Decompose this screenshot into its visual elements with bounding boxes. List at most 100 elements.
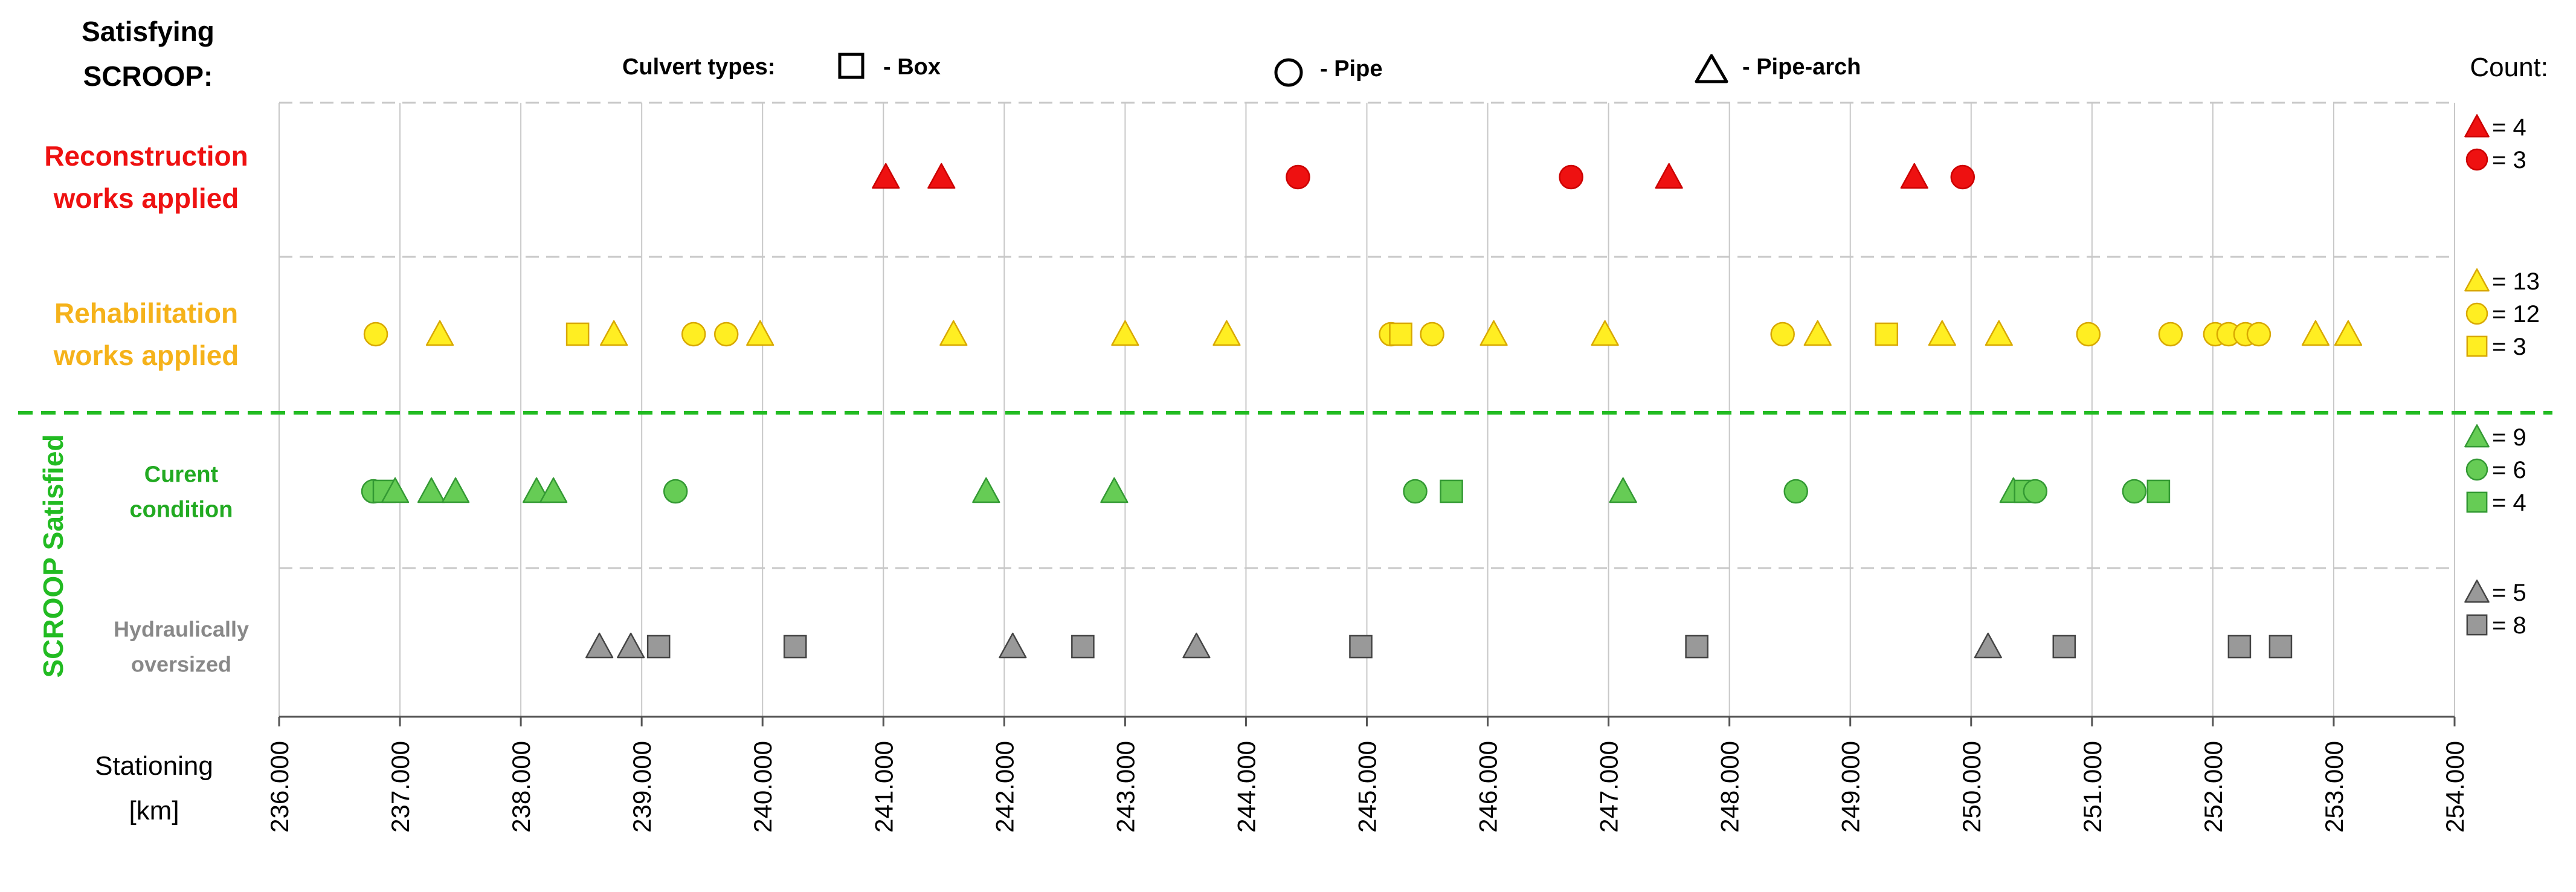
point-rehabilitation-pipe-arch — [1480, 320, 1508, 346]
satisfying-label-line1: Satisfying — [82, 16, 214, 47]
row-label-rehabilitation: works applied — [53, 340, 239, 371]
point-current-pipe-arch — [417, 477, 446, 503]
point-rehabilitation-pipe — [2076, 322, 2101, 347]
point-rehabilitation-pipe — [713, 322, 739, 347]
point-reconstruction-pipe — [1286, 164, 1310, 190]
point-rehabilitation-pipe — [363, 322, 388, 347]
point-rehabilitation-pipe-arch — [425, 320, 454, 346]
row-label-oversized: oversized — [131, 652, 231, 677]
header: Satisfying SCROOP: Culvert types: - Box … — [82, 16, 2548, 92]
pipe-legend-icon — [1274, 58, 1303, 87]
count-label-rehabilitation-pipe-arch: = 13 — [2492, 268, 2540, 295]
row-label-current: Curent — [144, 462, 219, 487]
point-oversized-box — [2268, 635, 2293, 659]
box-legend-label: - Box — [883, 54, 941, 80]
x-tick-label: 244.000 — [1232, 741, 1260, 833]
count-icon-reconstruction-pipe — [2465, 148, 2488, 171]
point-current-box — [1440, 479, 1463, 503]
point-rehabilitation-pipe-arch — [1591, 320, 1619, 346]
x-tick-label: 238.000 — [507, 741, 535, 833]
x-tick-label: 237.000 — [386, 741, 414, 833]
x-tick-label: 247.000 — [1595, 741, 1623, 833]
count-label-reconstruction-pipe-arch: = 4 — [2492, 114, 2526, 141]
row-label-reconstruction: works applied — [53, 183, 239, 214]
x-tick-label: 252.000 — [2199, 741, 2227, 833]
point-rehabilitation-pipe-arch — [1111, 320, 1139, 346]
count-icon-oversized-box — [2466, 614, 2488, 636]
gridlines — [279, 102, 2455, 717]
point-rehabilitation-box — [565, 322, 590, 346]
row-label-oversized: Hydraulically — [114, 617, 249, 642]
scroop-satisfied-label: SCROOP Satisfied — [37, 434, 69, 677]
count-icon-current-box — [2466, 491, 2488, 513]
point-rehabilitation-pipe — [2158, 322, 2183, 347]
culvert-types-label: Culvert types: — [622, 54, 775, 80]
count-label: Count: — [2470, 53, 2548, 82]
row-label-rehabilitation: Rehabilitation — [54, 297, 238, 329]
point-oversized-box — [2052, 635, 2076, 659]
count-label-oversized-pipe-arch: = 5 — [2492, 580, 2526, 606]
x-tick-label: 236.000 — [265, 741, 294, 833]
x-tick-label: 245.000 — [1353, 741, 1382, 833]
x-tick-label: 250.000 — [1957, 741, 1986, 833]
pipe-arch-legend-label: - Pipe-arch — [1742, 54, 1861, 80]
point-rehabilitation-pipe-arch — [2301, 320, 2330, 346]
point-current-pipe — [2023, 479, 2048, 504]
point-oversized-box — [1349, 635, 1373, 659]
point-oversized-pipe-arch — [1974, 632, 2002, 659]
count-icon-current-pipe — [2465, 458, 2488, 481]
point-rehabilitation-pipe — [1770, 322, 1795, 347]
point-oversized-pipe-arch — [617, 632, 645, 659]
satisfying-label-line2: SCROOP: — [83, 60, 213, 92]
point-current-pipe — [1403, 479, 1428, 504]
count-label-rehabilitation-box: = 3 — [2492, 334, 2526, 360]
point-rehabilitation-pipe-arch — [1928, 320, 1956, 346]
row-label-reconstruction: Reconstruction — [44, 140, 248, 172]
point-rehabilitation-pipe-arch — [600, 320, 628, 346]
x-tick-label: 240.000 — [749, 741, 777, 833]
count-label-oversized-box: = 8 — [2492, 612, 2526, 639]
x-tick-label: 249.000 — [1837, 741, 1865, 833]
x-tick-label: 248.000 — [1716, 741, 1744, 833]
point-rehabilitation-pipe — [681, 322, 706, 347]
point-current-pipe-arch — [441, 477, 470, 503]
point-rehabilitation-pipe — [2246, 322, 2272, 347]
point-current-pipe-arch — [972, 477, 1000, 503]
point-current-pipe-arch — [381, 477, 410, 503]
point-reconstruction-pipe-arch — [1900, 163, 1928, 189]
x-tick-label: 254.000 — [2441, 741, 2469, 833]
point-oversized-pipe-arch — [585, 632, 614, 659]
row-labels: Reconstruction works applied Rehabilitatio… — [44, 140, 249, 677]
point-reconstruction-pipe — [1559, 164, 1583, 190]
point-reconstruction-pipe-arch — [927, 163, 956, 189]
point-current-pipe — [2122, 479, 2147, 504]
pipe-arch-legend-icon — [1695, 54, 1728, 83]
count-icon-oversized-pipe-arch — [2464, 580, 2490, 603]
point-rehabilitation-pipe-arch — [746, 320, 774, 346]
count-icon-rehabilitation-pipe — [2465, 302, 2488, 325]
x-tick-label: 239.000 — [628, 741, 656, 833]
count-label-current-pipe: = 6 — [2492, 457, 2526, 483]
count-label-current-pipe-arch: = 9 — [2492, 424, 2526, 451]
x-axis: 236.000 237.000 238.000 239.000 240.000 241.0… — [95, 716, 2469, 833]
point-current-pipe — [663, 479, 688, 504]
point-oversized-box — [2227, 635, 2252, 659]
x-ticks: 236.000 237.000 238.000 239.000 240.000 241.0… — [265, 717, 2469, 833]
point-current-box — [2146, 479, 2171, 503]
x-tick-label: 251.000 — [2078, 741, 2107, 833]
count-label-rehabilitation-pipe: = 12 — [2492, 301, 2540, 328]
count-icon-reconstruction-pipe-arch — [2464, 114, 2490, 138]
x-tick-label: 243.000 — [1111, 741, 1139, 833]
x-tick-label: 253.000 — [2320, 741, 2348, 833]
point-oversized-pipe-arch — [1182, 632, 1211, 659]
x-tick-label: 241.000 — [869, 741, 898, 833]
count-legend: = 4 = 3 = 13 = 12 = 3 = 9 = 6 = 4 = 5 = 8 — [2464, 114, 2540, 639]
point-rehabilitation-pipe-arch — [1212, 320, 1241, 346]
count-label-reconstruction-pipe: = 3 — [2492, 147, 2526, 173]
point-reconstruction-pipe-arch — [872, 163, 900, 189]
point-reconstruction-pipe-arch — [1655, 163, 1683, 189]
point-oversized-pipe-arch — [999, 632, 1027, 659]
point-oversized-box — [1071, 635, 1095, 659]
point-reconstruction-pipe — [1950, 164, 1975, 190]
